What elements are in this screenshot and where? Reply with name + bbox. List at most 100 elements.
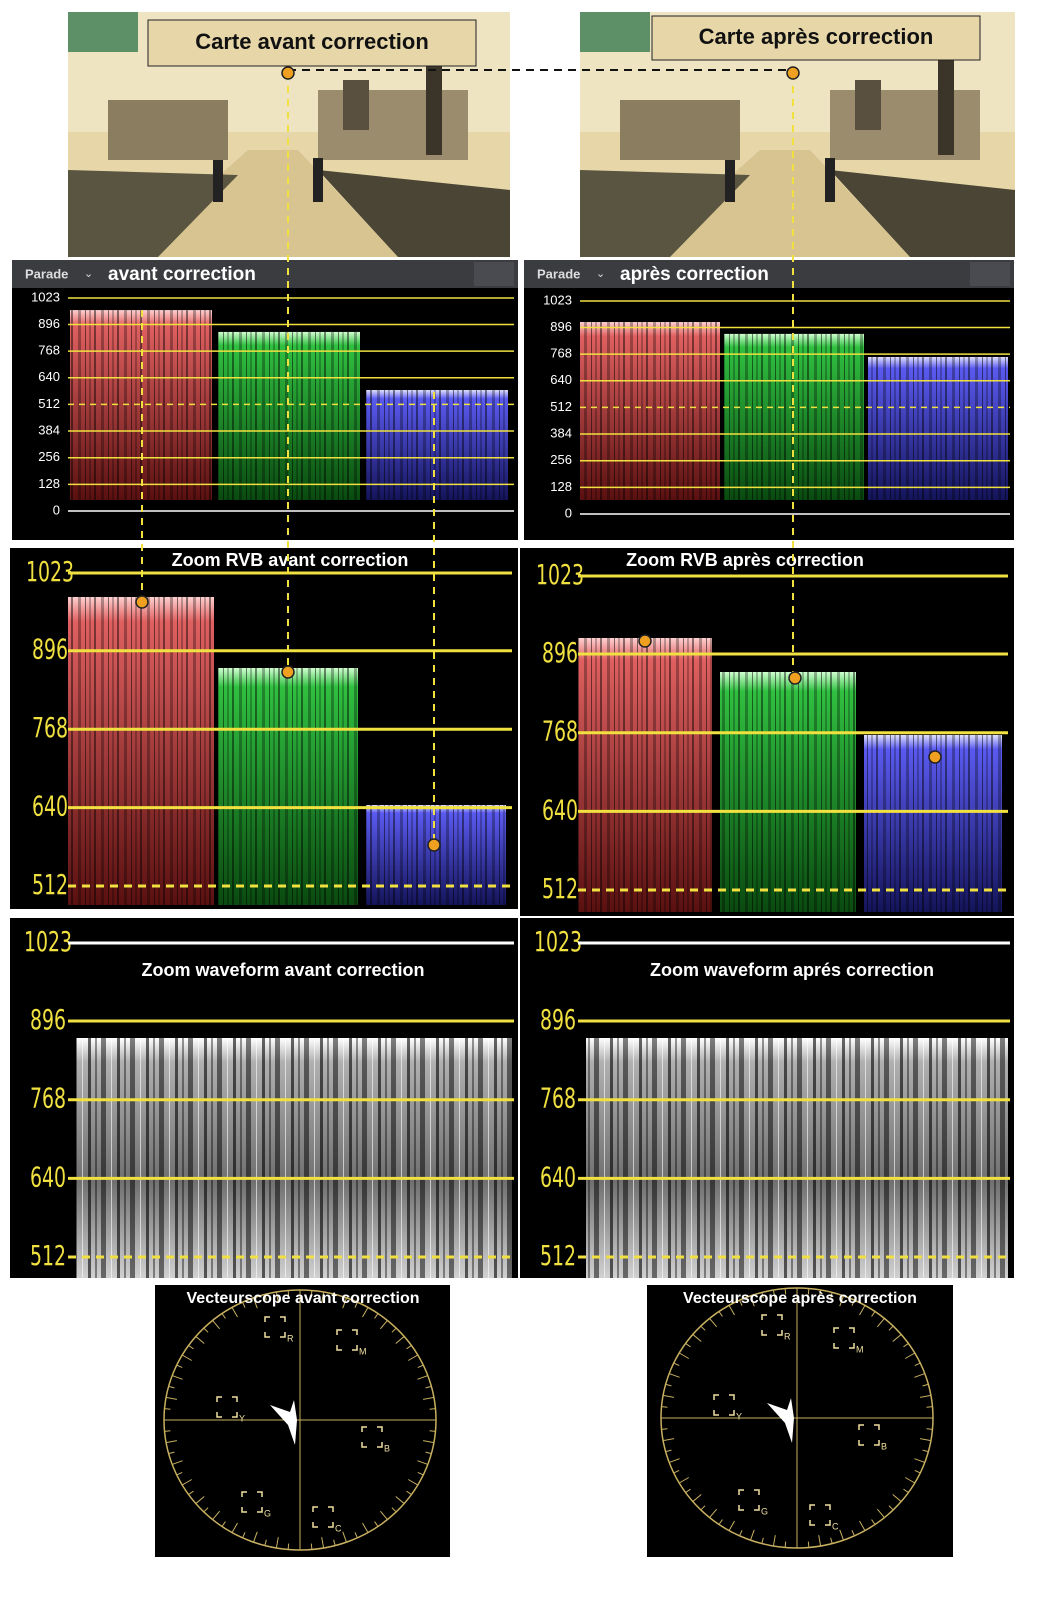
- photo-title: Carte avant correction: [195, 29, 429, 54]
- vectorscope-tick: [212, 1320, 221, 1330]
- parade-streaks: [366, 390, 508, 500]
- photo-field: [318, 170, 510, 257]
- vectorscope-panel: [155, 1285, 450, 1557]
- parade-streaks: [580, 322, 720, 500]
- vectorscope-tick: [181, 1354, 192, 1361]
- vectorscope-tick: [750, 1529, 755, 1541]
- parade-title: après correction: [620, 264, 769, 285]
- vectorscope-tick: [310, 1543, 313, 1550]
- vectorscope-tick: [784, 1541, 787, 1548]
- tick-label: 1023: [534, 925, 582, 958]
- vectorscope-tick: [275, 1537, 279, 1549]
- tick-label: 640: [540, 1160, 576, 1193]
- vectorscope-tick: [287, 1290, 290, 1297]
- vectorscope-tick: [761, 1537, 764, 1544]
- vectorscope-tick: [221, 1313, 226, 1319]
- vectorscope-target: [738, 1489, 760, 1511]
- vectorscope-target: [761, 1314, 783, 1336]
- vectorscope-tick: [342, 1297, 347, 1309]
- vectorscope-tick: [165, 1440, 177, 1444]
- vectorscope-title: Vecteurscope après correction: [683, 1290, 917, 1307]
- vectorscope-tick: [859, 1520, 866, 1531]
- vectorscope-tick: [242, 1532, 246, 1539]
- vectorscope-tick: [212, 1510, 221, 1520]
- vectorscope-target: [858, 1424, 880, 1446]
- tick-label: 512: [38, 396, 60, 411]
- vectorscope-tick: [176, 1364, 183, 1369]
- tick-label: 896: [542, 636, 578, 669]
- vectorscope-tick: [709, 1318, 718, 1328]
- vectorscope-tick: [253, 1297, 258, 1309]
- vectorscope-tick: [784, 1288, 787, 1295]
- photo-road: [128, 150, 398, 257]
- tick-label: 0: [565, 505, 572, 520]
- vectorscope-tick: [678, 1352, 689, 1359]
- vectorscope-tick: [728, 1520, 735, 1531]
- marker: [786, 66, 800, 80]
- vectorscope-trace: [270, 1400, 297, 1445]
- vectorscope-tick: [700, 1325, 706, 1331]
- tick-label: 256: [38, 449, 60, 464]
- photo-stamp: [580, 12, 650, 52]
- tick-label: 640: [542, 793, 578, 826]
- vectorscope-tick: [761, 1292, 764, 1299]
- vectorscope-tick: [242, 1301, 246, 1308]
- settings-icon[interactable]: [474, 262, 514, 286]
- tick-label: 512: [542, 872, 578, 905]
- photo-tower: [855, 80, 881, 130]
- tick-label: 768: [32, 711, 68, 744]
- parade-menu-arrow: ⌄: [84, 268, 93, 280]
- tick-label: 896: [30, 1003, 66, 1036]
- tick-label: 896: [38, 316, 60, 331]
- vectorscope-tick: [905, 1352, 916, 1359]
- tick-label: 128: [550, 479, 572, 494]
- vectorscope-tick: [231, 1307, 238, 1318]
- tick-label: 768: [550, 346, 572, 361]
- vectorscope-tick: [728, 1305, 735, 1316]
- parade-menu-arrow: ⌄: [596, 268, 605, 280]
- tick-label: 1023: [536, 558, 584, 591]
- vectorscope-tick: [859, 1305, 866, 1316]
- vectorscope-tick: [321, 1291, 325, 1303]
- vectorscope-tick: [354, 1301, 358, 1308]
- vectorscope-tick: [333, 1539, 336, 1546]
- photo-chimney: [426, 45, 442, 155]
- marker: [427, 838, 441, 852]
- photo-title: Carte après correction: [699, 24, 934, 49]
- vectorscope-tick: [892, 1334, 902, 1342]
- vectorscope-tick: [718, 1311, 723, 1317]
- vectorscope-tick: [903, 1343, 909, 1348]
- vectorscope-tick: [406, 1345, 412, 1350]
- vectorscope-tick: [662, 1438, 674, 1442]
- vectorscope-target-label: Y: [736, 1411, 742, 1421]
- vectorscope-tick: [417, 1471, 424, 1476]
- waveform-title: Zoom waveform avant correction: [141, 960, 424, 980]
- vectorscope-tick: [168, 1385, 175, 1389]
- vectorscope-tick: [926, 1428, 933, 1430]
- vectorscope-tick: [429, 1430, 436, 1432]
- photo-field: [830, 170, 1015, 257]
- vectorscope-tick: [362, 1307, 369, 1318]
- vectorscope-tick: [665, 1383, 672, 1387]
- tick-label: 1023: [31, 289, 60, 304]
- vectorscope-target: [833, 1327, 855, 1349]
- photo-person: [825, 158, 835, 202]
- vectorscope-tick: [287, 1543, 290, 1550]
- settings-icon[interactable]: [970, 262, 1010, 286]
- vectorscope-target-label: C: [335, 1523, 342, 1533]
- vectorscope-tick: [264, 1539, 267, 1546]
- zoom-streaks: [366, 805, 506, 905]
- vectorscope-target-label: R: [287, 1333, 294, 1343]
- vectorscope-tick: [429, 1408, 436, 1410]
- vectorscope-tick: [851, 1530, 855, 1537]
- photo-person: [213, 160, 223, 202]
- vectorscope-tick: [188, 1490, 194, 1495]
- photo-chimney: [938, 45, 954, 155]
- vectorscope-tick: [905, 1477, 916, 1484]
- zoom-title: Zoom RVB après correction: [626, 550, 864, 570]
- vectorscope-tick: [425, 1385, 432, 1389]
- vectorscope-tick: [379, 1510, 388, 1520]
- tick-label: 768: [38, 343, 60, 358]
